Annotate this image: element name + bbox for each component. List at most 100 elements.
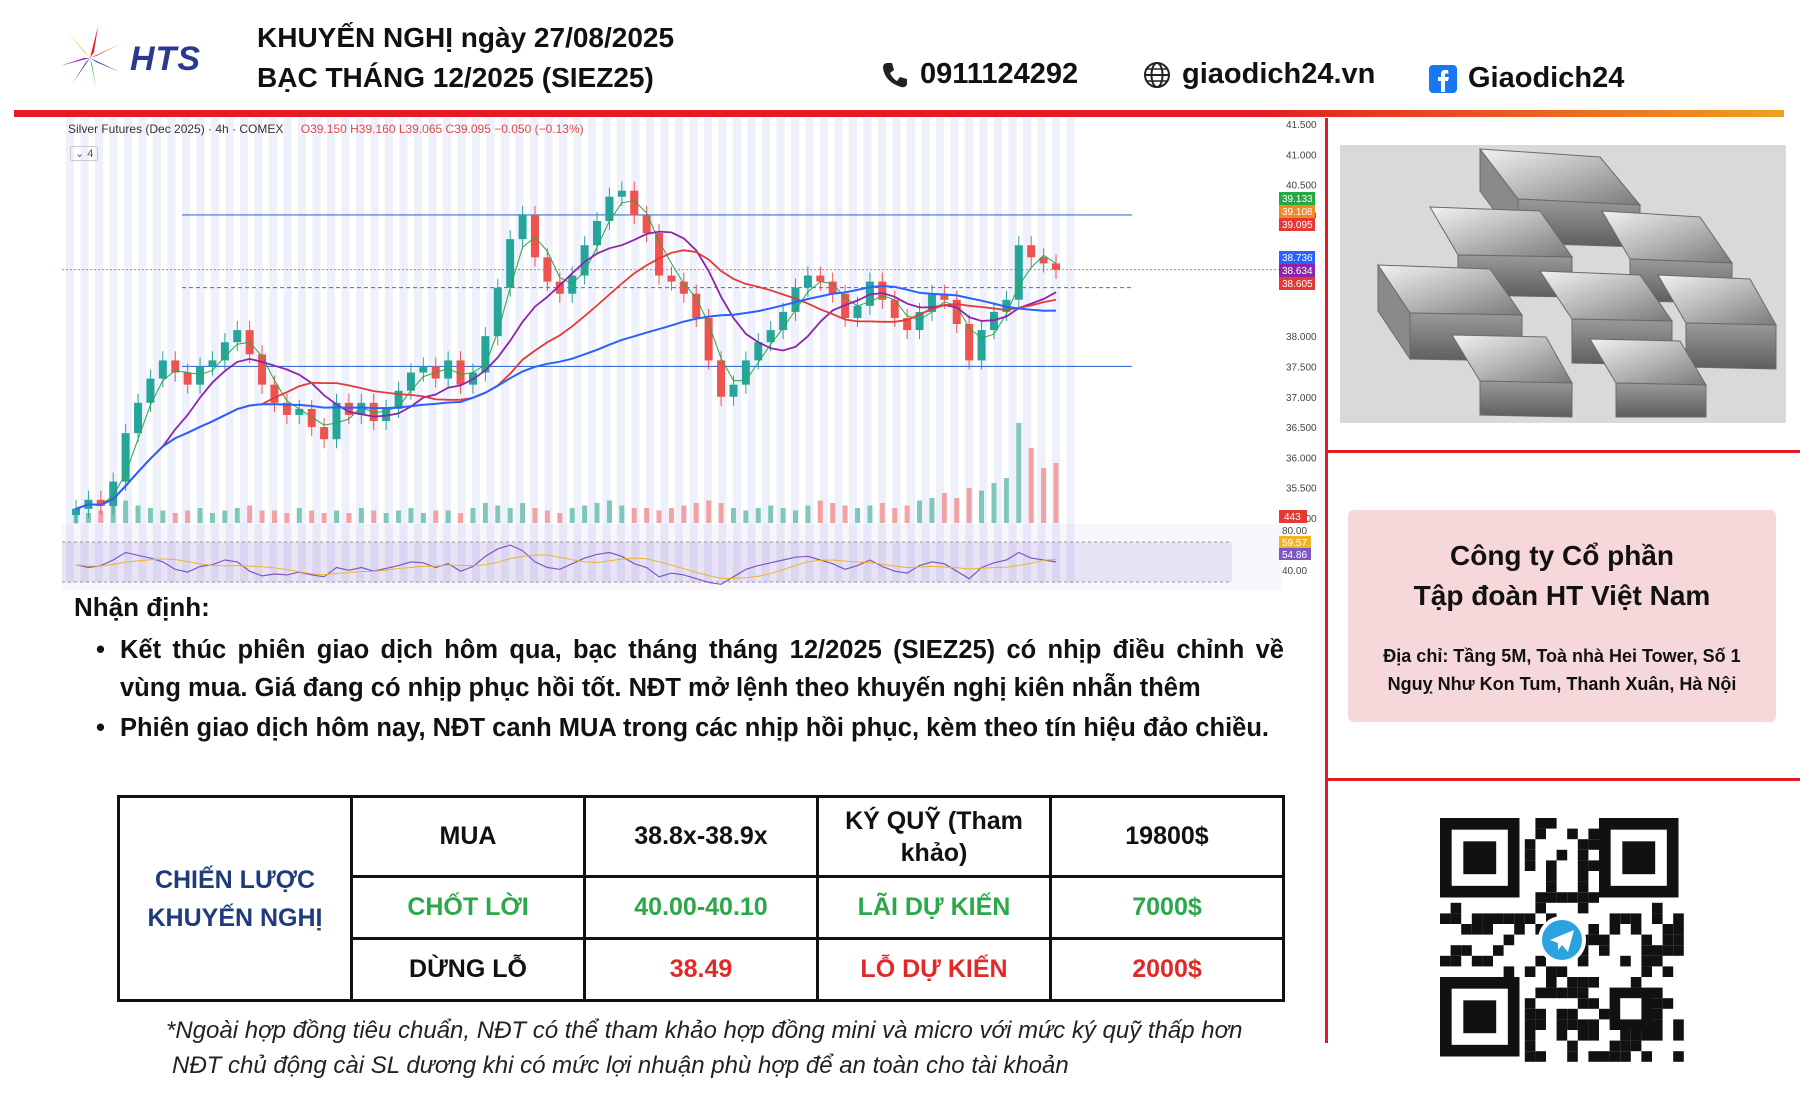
analysis-section: Nhận định: Kết thúc phiên giao dịch hôm … [74, 592, 1284, 749]
qr-module [1493, 945, 1504, 956]
expected-loss-value: 2000$ [1049, 937, 1285, 1002]
price-tag-label: 38.605 [1282, 279, 1313, 290]
margin-label: KÝ QUỸ (Tham khảo) [816, 795, 1052, 878]
company-name-line2: Tập đoàn HT Việt Nam [1413, 580, 1711, 611]
session-stripe [153, 118, 161, 583]
volume-bar [892, 508, 898, 523]
qr-module [1524, 998, 1536, 1009]
qr-module [1577, 902, 1589, 914]
volume-bar [396, 510, 402, 523]
qr-module [1588, 998, 1599, 1009]
session-stripe [428, 118, 437, 583]
volume-bar [309, 510, 315, 523]
candle-body [357, 402, 366, 415]
y-tick-label: 36.500 [1286, 423, 1317, 434]
qr-module [1524, 849, 1536, 861]
session-stripe [660, 118, 669, 583]
candle-body [915, 311, 924, 331]
qr-module [1588, 977, 1599, 988]
y-tick-label: 41.000 [1286, 150, 1317, 161]
candle-body [1052, 263, 1060, 270]
telegram-plane-icon [1550, 930, 1574, 952]
qr-module [1524, 1019, 1536, 1030]
volume-bar [966, 488, 972, 523]
volume-bar [569, 508, 575, 523]
volume-bar [855, 508, 861, 523]
buy-label: MUA [350, 795, 586, 878]
qr-module [1673, 1019, 1684, 1030]
candle-body [555, 281, 564, 294]
qr-module [1630, 1030, 1642, 1041]
qr-module [1567, 977, 1578, 988]
right-divider [1325, 118, 1328, 1043]
session-stripe [327, 118, 335, 583]
session-stripe [921, 118, 930, 583]
footnote-2: NĐT chủ động cài SL dương khi có mức lợi… [172, 1052, 1069, 1079]
session-stripe [559, 118, 567, 583]
qr-module [1482, 913, 1493, 924]
qr-module [1662, 945, 1674, 956]
candle-body [158, 360, 167, 379]
candle-body [444, 360, 453, 379]
candle-body [816, 275, 825, 282]
phone-contact[interactable]: 0911124292 [880, 58, 1078, 91]
qr-module [1641, 1051, 1652, 1062]
session-stripe [515, 118, 524, 583]
chart-ohlc: O39.150 H39.160 L39.065 C39.095 −0.050 (… [300, 122, 584, 136]
qr-module [1652, 998, 1663, 1009]
qr-module [1514, 913, 1525, 924]
indicator-toggle[interactable]: ⌄ 4 [70, 146, 99, 161]
header-divider [14, 110, 1784, 117]
session-stripe [1008, 118, 1017, 583]
candle-body [233, 330, 242, 343]
qr-module [1493, 913, 1504, 924]
volume-bar [135, 505, 141, 523]
footnote-1: *Ngoài hợp đồng tiêu chuẩn, NĐT có thể t… [166, 1017, 1243, 1044]
candle-body [518, 214, 527, 240]
session-stripe [849, 118, 857, 583]
facebook-contact[interactable]: Giaodich24 [1428, 62, 1624, 95]
candle-body [568, 275, 577, 294]
volume-bar [1041, 468, 1047, 523]
telegram-qr-code[interactable] [1440, 818, 1684, 1062]
qr-module [1546, 881, 1557, 893]
volume-bar [917, 500, 923, 523]
session-stripe [457, 118, 466, 583]
volume-bar [954, 498, 960, 523]
volume-tag [1279, 510, 1307, 523]
session-stripe [1052, 118, 1060, 583]
volume-bar [123, 500, 129, 523]
qr-module [1652, 1019, 1663, 1030]
qr-module [1482, 924, 1493, 935]
hts-pinwheel-icon [60, 26, 120, 88]
volume-bar [582, 505, 588, 523]
session-stripe [689, 118, 698, 583]
volume-bar [247, 505, 253, 523]
volume-bar [445, 510, 451, 523]
volume-bar [768, 505, 774, 523]
candle-body [456, 360, 465, 385]
qr-module [1652, 945, 1663, 956]
session-stripe [994, 118, 1002, 583]
price-tag-label: 39.095 [1282, 220, 1313, 231]
website-contact[interactable]: giaodich24.vn [1142, 58, 1375, 91]
candle-body [754, 342, 763, 361]
volume-bar [842, 505, 848, 523]
qr-module [1524, 860, 1536, 871]
candle-body [717, 360, 726, 397]
session-stripe [1037, 118, 1046, 583]
qr-module [1620, 1040, 1631, 1052]
session-stripe [225, 118, 234, 583]
session-stripe [791, 118, 799, 583]
volume-bar [817, 500, 823, 523]
volume-bar [904, 505, 910, 523]
session-stripe [501, 118, 509, 583]
volume-bar [520, 503, 526, 523]
qr-module [1630, 977, 1642, 988]
candle-body [890, 299, 899, 318]
candle-body [406, 372, 415, 391]
volume-bar [433, 510, 439, 523]
volume-bar [1028, 448, 1034, 523]
session-stripe [820, 118, 828, 583]
volume-bar [979, 490, 985, 523]
